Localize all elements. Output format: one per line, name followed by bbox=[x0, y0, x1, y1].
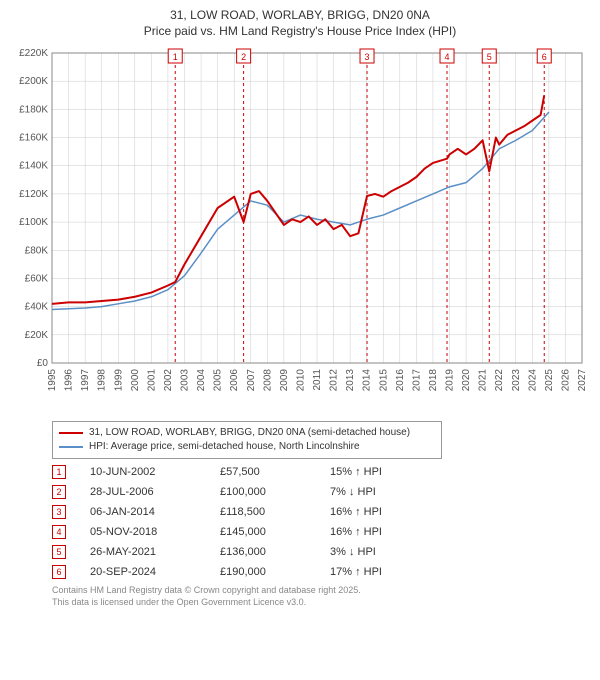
svg-text:3: 3 bbox=[365, 52, 370, 62]
legend-swatch bbox=[59, 432, 83, 434]
footer-attribution: Contains HM Land Registry data © Crown c… bbox=[52, 585, 592, 608]
svg-text:2013: 2013 bbox=[345, 369, 356, 392]
chart-area: £0 £20K £40K £60K £80K £100K £120K £140K £160K £1… bbox=[8, 45, 592, 415]
transaction-marker: 2 bbox=[52, 485, 66, 499]
footer-line-1: Contains HM Land Registry data © Crown c… bbox=[52, 585, 592, 597]
title-line-2: Price paid vs. HM Land Registry's House … bbox=[8, 24, 592, 40]
svg-text:2022: 2022 bbox=[494, 369, 505, 392]
svg-text:2004: 2004 bbox=[196, 369, 207, 392]
chart-container: 31, LOW ROAD, WORLABY, BRIGG, DN20 0NA P… bbox=[0, 0, 600, 617]
transaction-pct: 7% ↓ HPI bbox=[330, 486, 410, 498]
svg-text:2011: 2011 bbox=[312, 369, 323, 391]
svg-text:1995: 1995 bbox=[47, 369, 58, 392]
svg-text:2012: 2012 bbox=[329, 369, 340, 392]
transaction-pct: 16% ↑ HPI bbox=[330, 526, 410, 538]
svg-text:2026: 2026 bbox=[560, 369, 571, 392]
svg-text:1998: 1998 bbox=[97, 369, 108, 392]
svg-text:2005: 2005 bbox=[213, 369, 224, 392]
svg-text:2000: 2000 bbox=[130, 369, 141, 392]
footer-line-2: This data is licensed under the Open Gov… bbox=[52, 597, 592, 609]
transaction-pct: 3% ↓ HPI bbox=[330, 546, 410, 558]
transaction-pct: 16% ↑ HPI bbox=[330, 506, 410, 518]
svg-text:2010: 2010 bbox=[295, 369, 306, 392]
legend-box: 31, LOW ROAD, WORLABY, BRIGG, DN20 0NA (… bbox=[52, 421, 442, 459]
svg-text:5: 5 bbox=[487, 52, 492, 62]
svg-text:£60K: £60K bbox=[25, 274, 49, 285]
transaction-row: 2 28-JUL-2006£100,0007% ↓ HPI bbox=[52, 485, 592, 499]
legend-label: 31, LOW ROAD, WORLABY, BRIGG, DN20 0NA (… bbox=[89, 426, 410, 440]
svg-text:£20K: £20K bbox=[25, 330, 49, 341]
transaction-marker: 4 bbox=[52, 525, 66, 539]
transaction-pct: 17% ↑ HPI bbox=[330, 566, 410, 578]
svg-text:2: 2 bbox=[241, 52, 246, 62]
svg-text:2021: 2021 bbox=[478, 369, 489, 392]
svg-text:2020: 2020 bbox=[461, 369, 472, 392]
legend-item: 31, LOW ROAD, WORLABY, BRIGG, DN20 0NA (… bbox=[59, 426, 435, 440]
transaction-price: £100,000 bbox=[220, 486, 330, 498]
transaction-row: 5 26-MAY-2021£136,0003% ↓ HPI bbox=[52, 545, 592, 559]
svg-text:£200K: £200K bbox=[19, 76, 48, 87]
svg-text:2001: 2001 bbox=[146, 369, 157, 392]
transaction-date: 26-MAY-2021 bbox=[90, 546, 220, 558]
transaction-price: £145,000 bbox=[220, 526, 330, 538]
transaction-date: 06-JAN-2014 bbox=[90, 506, 220, 518]
transaction-row: 4 05-NOV-2018£145,00016% ↑ HPI bbox=[52, 525, 592, 539]
transaction-price: £57,500 bbox=[220, 466, 330, 478]
svg-text:£140K: £140K bbox=[19, 161, 48, 172]
svg-text:1996: 1996 bbox=[64, 369, 75, 392]
svg-text:£0: £0 bbox=[37, 358, 49, 369]
title-block: 31, LOW ROAD, WORLABY, BRIGG, DN20 0NA P… bbox=[8, 8, 592, 39]
svg-text:£160K: £160K bbox=[19, 133, 48, 144]
svg-text:2003: 2003 bbox=[180, 369, 191, 392]
title-line-1: 31, LOW ROAD, WORLABY, BRIGG, DN20 0NA bbox=[8, 8, 592, 24]
transaction-price: £136,000 bbox=[220, 546, 330, 558]
svg-text:2006: 2006 bbox=[229, 369, 240, 392]
transaction-price: £190,000 bbox=[220, 566, 330, 578]
svg-text:2007: 2007 bbox=[246, 369, 257, 392]
transaction-marker: 1 bbox=[52, 465, 66, 479]
svg-text:£180K: £180K bbox=[19, 105, 48, 116]
svg-text:2024: 2024 bbox=[527, 369, 538, 392]
svg-text:2002: 2002 bbox=[163, 369, 174, 392]
svg-text:£80K: £80K bbox=[25, 245, 49, 256]
svg-text:2018: 2018 bbox=[428, 369, 439, 392]
svg-text:2027: 2027 bbox=[577, 369, 588, 392]
svg-text:2019: 2019 bbox=[445, 369, 456, 392]
svg-text:2008: 2008 bbox=[262, 369, 273, 392]
legend-item: HPI: Average price, semi-detached house,… bbox=[59, 440, 435, 454]
svg-text:£40K: £40K bbox=[25, 302, 49, 313]
legend-label: HPI: Average price, semi-detached house,… bbox=[89, 440, 360, 454]
svg-text:4: 4 bbox=[445, 52, 450, 62]
svg-text:2025: 2025 bbox=[544, 369, 555, 392]
transaction-marker: 6 bbox=[52, 565, 66, 579]
svg-text:2009: 2009 bbox=[279, 369, 290, 392]
transaction-row: 6 20-SEP-2024£190,00017% ↑ HPI bbox=[52, 565, 592, 579]
transaction-date: 28-JUL-2006 bbox=[90, 486, 220, 498]
svg-text:£220K: £220K bbox=[19, 48, 48, 59]
line-chart-svg: £0 £20K £40K £60K £80K £100K £120K £140K £160K £1… bbox=[8, 45, 592, 415]
svg-text:1997: 1997 bbox=[80, 369, 91, 392]
svg-text:2023: 2023 bbox=[511, 369, 522, 392]
legend-swatch bbox=[59, 446, 83, 448]
svg-text:£120K: £120K bbox=[19, 189, 48, 200]
transaction-price: £118,500 bbox=[220, 506, 330, 518]
svg-text:2015: 2015 bbox=[378, 369, 389, 392]
transaction-marker: 3 bbox=[52, 505, 66, 519]
transaction-date: 10-JUN-2002 bbox=[90, 466, 220, 478]
svg-text:1999: 1999 bbox=[113, 369, 124, 392]
svg-text:2017: 2017 bbox=[411, 369, 422, 392]
svg-text:6: 6 bbox=[542, 52, 547, 62]
svg-text:£100K: £100K bbox=[19, 217, 48, 228]
transaction-date: 20-SEP-2024 bbox=[90, 566, 220, 578]
transaction-row: 3 06-JAN-2014£118,50016% ↑ HPI bbox=[52, 505, 592, 519]
transactions-table: 1 10-JUN-2002£57,50015% ↑ HPI 2 28-JUL-2006… bbox=[52, 465, 592, 579]
svg-text:2014: 2014 bbox=[362, 369, 373, 392]
transaction-pct: 15% ↑ HPI bbox=[330, 466, 410, 478]
transaction-date: 05-NOV-2018 bbox=[90, 526, 220, 538]
svg-text:1: 1 bbox=[173, 52, 178, 62]
transaction-marker: 5 bbox=[52, 545, 66, 559]
transaction-row: 1 10-JUN-2002£57,50015% ↑ HPI bbox=[52, 465, 592, 479]
svg-text:2016: 2016 bbox=[395, 369, 406, 392]
